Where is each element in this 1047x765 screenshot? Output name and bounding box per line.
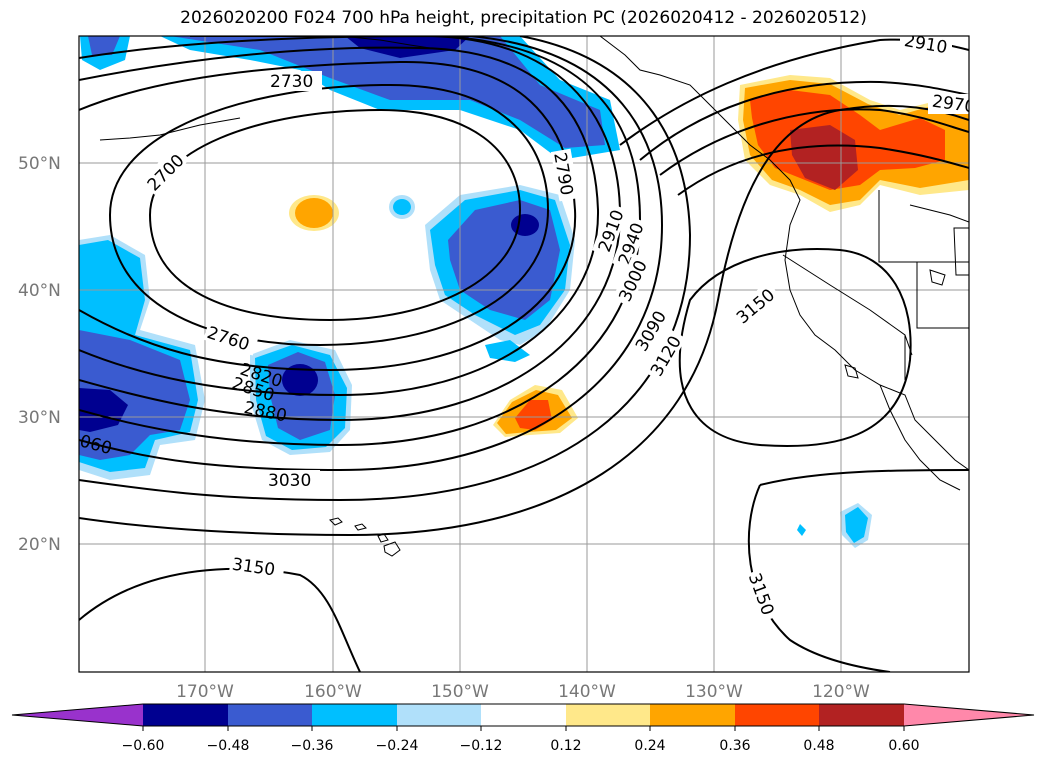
colorbar-tick: 0.48 bbox=[803, 738, 834, 754]
colorbar-swatch bbox=[735, 704, 820, 726]
colorbar-tick: −0.48 bbox=[207, 738, 250, 754]
colorbar-swatch bbox=[228, 704, 313, 726]
lat-label: 40°N bbox=[18, 281, 61, 301]
colorbar-swatch bbox=[143, 704, 228, 726]
lon-label: 140°W bbox=[558, 682, 616, 702]
contour-label: 2910 bbox=[903, 31, 949, 58]
colorbar-swatch bbox=[566, 704, 651, 726]
lat-label: 50°N bbox=[18, 154, 61, 174]
colorbar-swatch bbox=[312, 704, 397, 726]
precip-positive-shading bbox=[289, 75, 969, 437]
lon-label: 130°W bbox=[685, 682, 743, 702]
colorbar-tick: 0.24 bbox=[634, 738, 665, 754]
lat-label: 30°N bbox=[18, 408, 61, 428]
graticule bbox=[79, 36, 969, 672]
lon-label: 160°W bbox=[304, 682, 362, 702]
colorbar-tick: −0.12 bbox=[460, 738, 503, 754]
colorbar-swatch bbox=[397, 704, 482, 726]
colorbar-tick: −0.36 bbox=[291, 738, 334, 754]
contour-label: 2730 bbox=[270, 72, 313, 92]
lon-label: 170°W bbox=[176, 682, 234, 702]
colorbar-extend-high bbox=[904, 704, 1034, 726]
lat-label: 20°N bbox=[18, 535, 61, 555]
map-border bbox=[78, 35, 970, 673]
colorbar-tick: −0.60 bbox=[122, 738, 165, 754]
colorbar-tick: 0.12 bbox=[550, 738, 581, 754]
colorbar-swatch bbox=[481, 704, 566, 726]
colorbar-tick: 0.60 bbox=[888, 738, 919, 754]
colorbar-swatch bbox=[819, 704, 904, 726]
map-content: 2910 2970 2730 2700 2790 2910 2940 3000 … bbox=[79, 31, 969, 672]
colorbar-extend-low bbox=[12, 704, 143, 726]
lon-label: 120°W bbox=[812, 682, 870, 702]
contour-label: 3030 bbox=[268, 471, 311, 491]
map-title: 2026020200 F024 700 hPa height, precipit… bbox=[180, 8, 867, 28]
colorbar-tick: −0.24 bbox=[376, 738, 419, 754]
coastlines bbox=[99, 36, 969, 557]
colorbar-tick: 0.36 bbox=[719, 738, 750, 754]
colorbar: −0.60 −0.48 −0.36 −0.24 −0.12 0.12 0.24 … bbox=[11, 703, 1035, 754]
colorbar-swatch bbox=[650, 704, 735, 726]
lon-label: 150°W bbox=[431, 682, 489, 702]
